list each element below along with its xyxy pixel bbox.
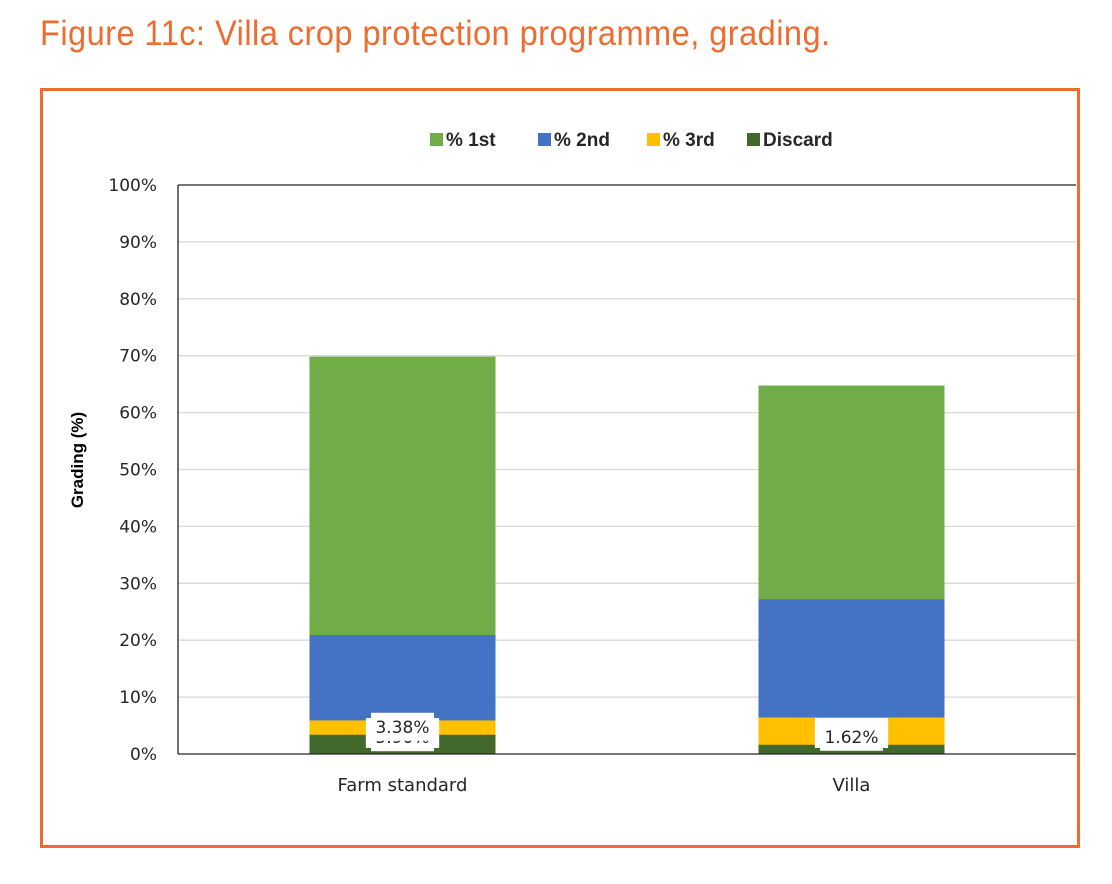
data-labels: 69.84%20.89%5.90%3.38%64.75%27.20%6.42%1… xyxy=(365,712,889,752)
figure-title: Figure 11c: Villa crop protection progra… xyxy=(40,14,831,53)
chart-frame xyxy=(40,88,1080,848)
axes: 0% 10% 20% 30% 40% 50% 60% 70% 80% 90% 100% Farm st… xyxy=(108,176,1076,796)
legend-label: % 2nd xyxy=(554,130,610,151)
y-axis-label: Grading (%) xyxy=(68,412,87,508)
legend-label: % 3rd xyxy=(663,130,715,151)
y-tick-label: 20% xyxy=(119,631,157,651)
bars xyxy=(309,356,945,754)
y-tick-label: 0% xyxy=(130,745,157,765)
y-tick-label: 60% xyxy=(119,404,157,424)
data-label-box xyxy=(371,712,434,741)
legend-label: Discard xyxy=(763,130,833,151)
y-tick-label: 50% xyxy=(119,461,157,481)
legend-swatch xyxy=(647,133,660,146)
data-label: 3.38% xyxy=(375,718,429,738)
y-tick-label: 70% xyxy=(119,347,157,367)
data-label: 1.62% xyxy=(824,728,878,748)
x-category-label: Farm standard xyxy=(338,775,468,796)
y-tick-label: 80% xyxy=(119,290,157,310)
legend-swatch xyxy=(430,133,443,146)
x-category-label: Villa xyxy=(833,775,871,796)
y-tick-label: 90% xyxy=(119,233,157,253)
legend-swatch xyxy=(747,133,760,146)
y-tick-label: 10% xyxy=(119,688,157,708)
y-tick-label: 100% xyxy=(108,176,157,196)
legend-label: % 1st xyxy=(446,130,496,151)
y-tick-label: 30% xyxy=(119,574,157,594)
y-tick-label: 40% xyxy=(119,517,157,537)
data-label-box xyxy=(820,722,883,751)
legend-swatch xyxy=(538,133,551,146)
legend: % 1st % 2nd % 3rd Discard xyxy=(430,130,833,151)
